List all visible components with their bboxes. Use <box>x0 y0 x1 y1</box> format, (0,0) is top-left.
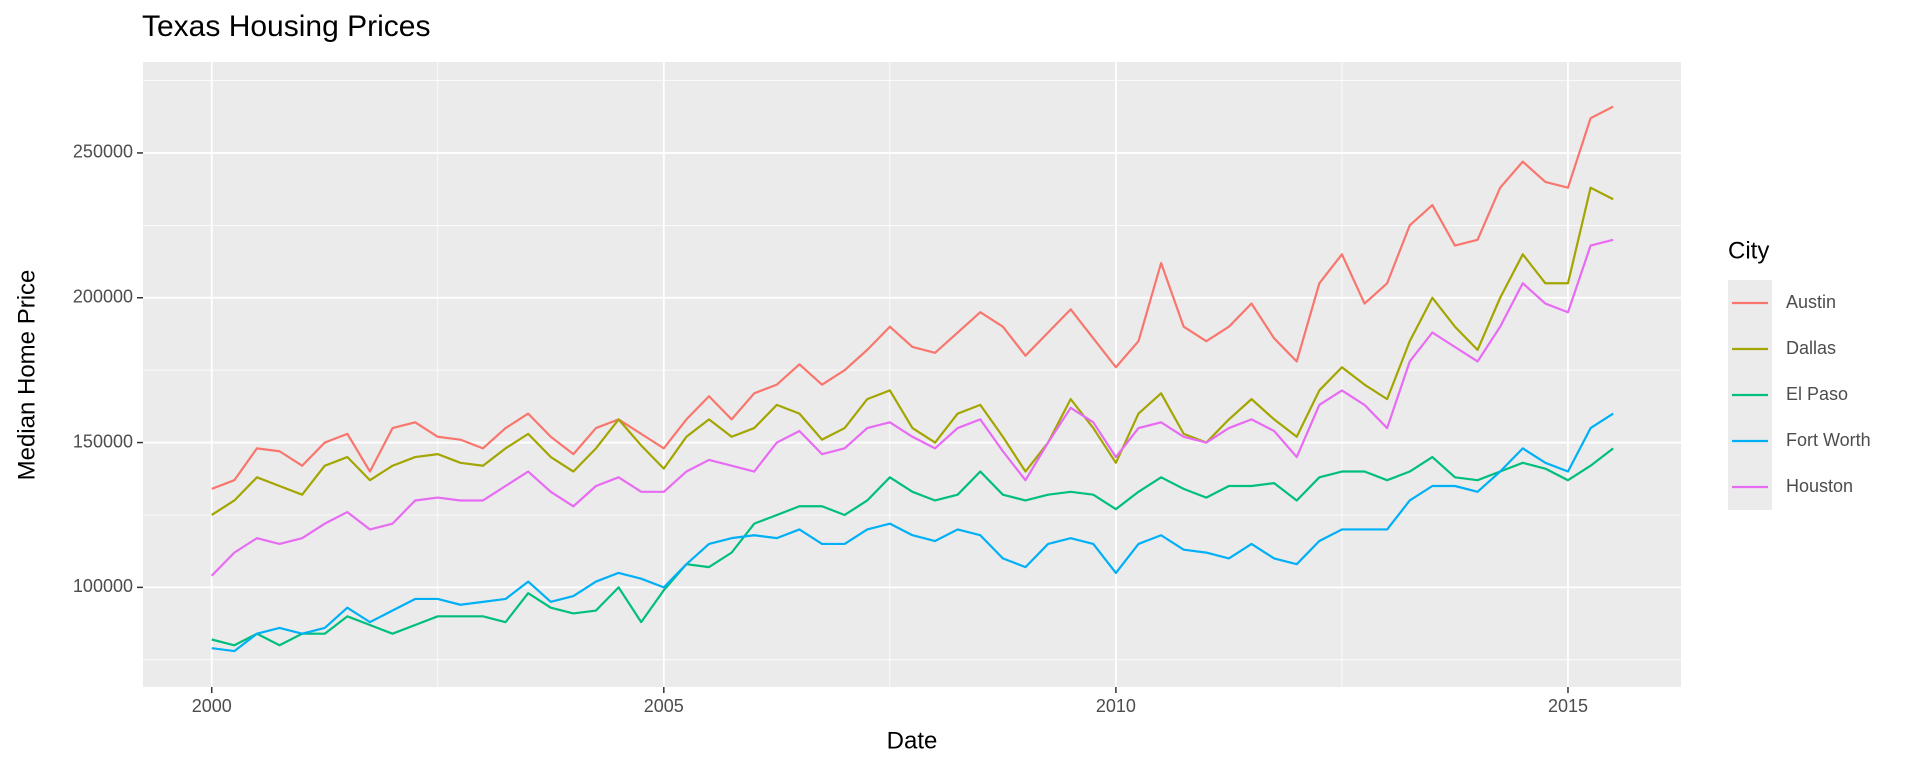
legend-label: El Paso <box>1786 384 1848 404</box>
y-tick-label: 200000 <box>73 287 133 307</box>
series-line <box>211 105 1614 490</box>
series-line <box>211 412 1614 653</box>
y-tick-label: 100000 <box>73 576 133 596</box>
legend-label: Austin <box>1786 292 1836 312</box>
x-axis-label: Date <box>887 727 938 754</box>
series-line <box>211 447 1614 647</box>
x-tick-label: 2010 <box>1096 696 1136 716</box>
y-tick-label: 250000 <box>73 142 133 162</box>
x-tick-label: 2015 <box>1548 696 1588 716</box>
plot-panel <box>143 62 1681 687</box>
chart-title: Texas Housing Prices <box>142 10 430 43</box>
x-tick-label: 2000 <box>192 696 232 716</box>
y-tick-label: 150000 <box>73 431 133 451</box>
series-line <box>210 238 1614 577</box>
legend-title: City <box>1728 237 1769 264</box>
legend-label: Houston <box>1786 476 1853 496</box>
y-axis-label: Median Home Price <box>13 270 40 481</box>
legend-label: Fort Worth <box>1786 430 1871 450</box>
legend-label: Dallas <box>1786 338 1836 358</box>
series-line <box>211 186 1614 516</box>
x-tick-label: 2005 <box>644 696 684 716</box>
